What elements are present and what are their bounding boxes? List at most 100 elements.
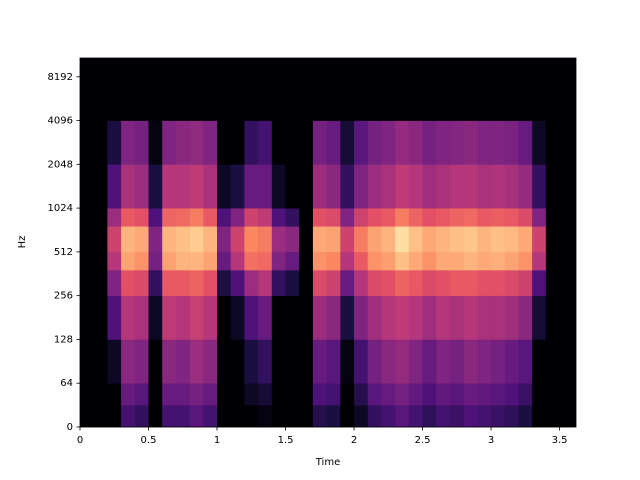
heatmap-cell: [134, 226, 149, 253]
heatmap-cell: [258, 251, 273, 271]
heatmap-cell: [545, 58, 560, 121]
heatmap-cell: [93, 405, 108, 428]
heatmap-cell: [491, 208, 506, 227]
heatmap-cell: [340, 383, 355, 406]
heatmap-cell: [559, 164, 574, 209]
heatmap-cell: [532, 58, 547, 121]
heatmap-cell: [258, 295, 273, 340]
heatmap-cell: [559, 120, 574, 165]
heatmap-cell: [449, 270, 464, 296]
heatmap-cell: [217, 164, 232, 209]
heatmap-cell: [408, 270, 423, 296]
heatmap-cell: [326, 164, 341, 209]
heatmap-cell: [121, 164, 136, 209]
heatmap-cell: [93, 383, 108, 406]
heatmap-cell: [504, 405, 519, 428]
heatmap-cell: [518, 339, 533, 384]
heatmap-cell: [107, 270, 122, 296]
heatmap-cell: [532, 120, 547, 165]
heatmap-cell: [436, 226, 451, 253]
heatmap-cell: [312, 295, 327, 340]
heatmap-cell: [189, 251, 204, 271]
heatmap-cell: [107, 251, 122, 271]
heatmap-cell: [162, 383, 177, 406]
heatmap-cell: [340, 120, 355, 165]
heatmap-cell: [230, 208, 245, 227]
heatmap-cell: [203, 58, 218, 121]
heatmap-cell: [230, 405, 245, 428]
heatmap-cell: [80, 208, 95, 227]
heatmap-cell: [367, 383, 382, 406]
heatmap-cell: [449, 295, 464, 340]
heatmap-cell: [326, 270, 341, 296]
y-tick-label: 2048: [48, 159, 73, 170]
heatmap: [80, 58, 574, 428]
heatmap-cell: [189, 58, 204, 121]
heatmap-cell: [285, 58, 300, 121]
heatmap-cell: [491, 270, 506, 296]
heatmap-cell: [121, 208, 136, 227]
heatmap-cell: [408, 405, 423, 428]
heatmap-cell: [203, 295, 218, 340]
heatmap-cell: [244, 226, 259, 253]
heatmap-cell: [436, 208, 451, 227]
heatmap-cell: [285, 405, 300, 428]
heatmap-cell: [134, 120, 149, 165]
heatmap-cell: [354, 339, 369, 384]
heatmap-cell: [299, 208, 314, 227]
heatmap-cell: [299, 164, 314, 209]
heatmap-cell: [134, 383, 149, 406]
heatmap-cell: [244, 251, 259, 271]
heatmap-cell: [148, 120, 163, 165]
heatmap-cell: [285, 295, 300, 340]
heatmap-cell: [203, 383, 218, 406]
heatmap-cell: [395, 383, 410, 406]
heatmap-cell: [299, 383, 314, 406]
heatmap-cell: [395, 339, 410, 384]
heatmap-cell: [93, 58, 108, 121]
heatmap-cell: [134, 295, 149, 340]
heatmap-cell: [175, 58, 190, 121]
heatmap-cell: [381, 270, 396, 296]
heatmap-cell: [395, 270, 410, 296]
heatmap-cell: [148, 226, 163, 253]
heatmap-cell: [436, 120, 451, 165]
heatmap-cell: [80, 58, 95, 121]
heatmap-cell: [559, 58, 574, 121]
heatmap-cell: [121, 295, 136, 340]
heatmap-cell: [299, 58, 314, 121]
heatmap-cell: [340, 405, 355, 428]
heatmap-cell: [121, 58, 136, 121]
heatmap-cell: [491, 226, 506, 253]
heatmap-cell: [449, 208, 464, 227]
heatmap-cell: [491, 383, 506, 406]
heatmap-cell: [532, 226, 547, 253]
heatmap-cell: [408, 383, 423, 406]
heatmap-cell: [148, 405, 163, 428]
heatmap-cell: [312, 270, 327, 296]
heatmap-cell: [340, 164, 355, 209]
heatmap-cell: [559, 208, 574, 227]
heatmap-cell: [175, 251, 190, 271]
heatmap-cell: [354, 295, 369, 340]
heatmap-cell: [463, 164, 478, 209]
x-tick-label: 2: [351, 435, 357, 446]
heatmap-cell: [107, 339, 122, 384]
heatmap-cell: [367, 270, 382, 296]
heatmap-cell: [381, 383, 396, 406]
heatmap-cell: [340, 58, 355, 121]
heatmap-cell: [162, 405, 177, 428]
heatmap-cell: [463, 120, 478, 165]
heatmap-cell: [491, 120, 506, 165]
heatmap-cell: [532, 383, 547, 406]
heatmap-cell: [148, 383, 163, 406]
y-tick-label: 256: [54, 291, 73, 302]
heatmap-cell: [463, 226, 478, 253]
heatmap-cell: [217, 58, 232, 121]
heatmap-cell: [148, 270, 163, 296]
heatmap-cell: [230, 164, 245, 209]
heatmap-cell: [326, 383, 341, 406]
heatmap-cell: [518, 295, 533, 340]
heatmap-cell: [408, 295, 423, 340]
heatmap-cell: [107, 383, 122, 406]
